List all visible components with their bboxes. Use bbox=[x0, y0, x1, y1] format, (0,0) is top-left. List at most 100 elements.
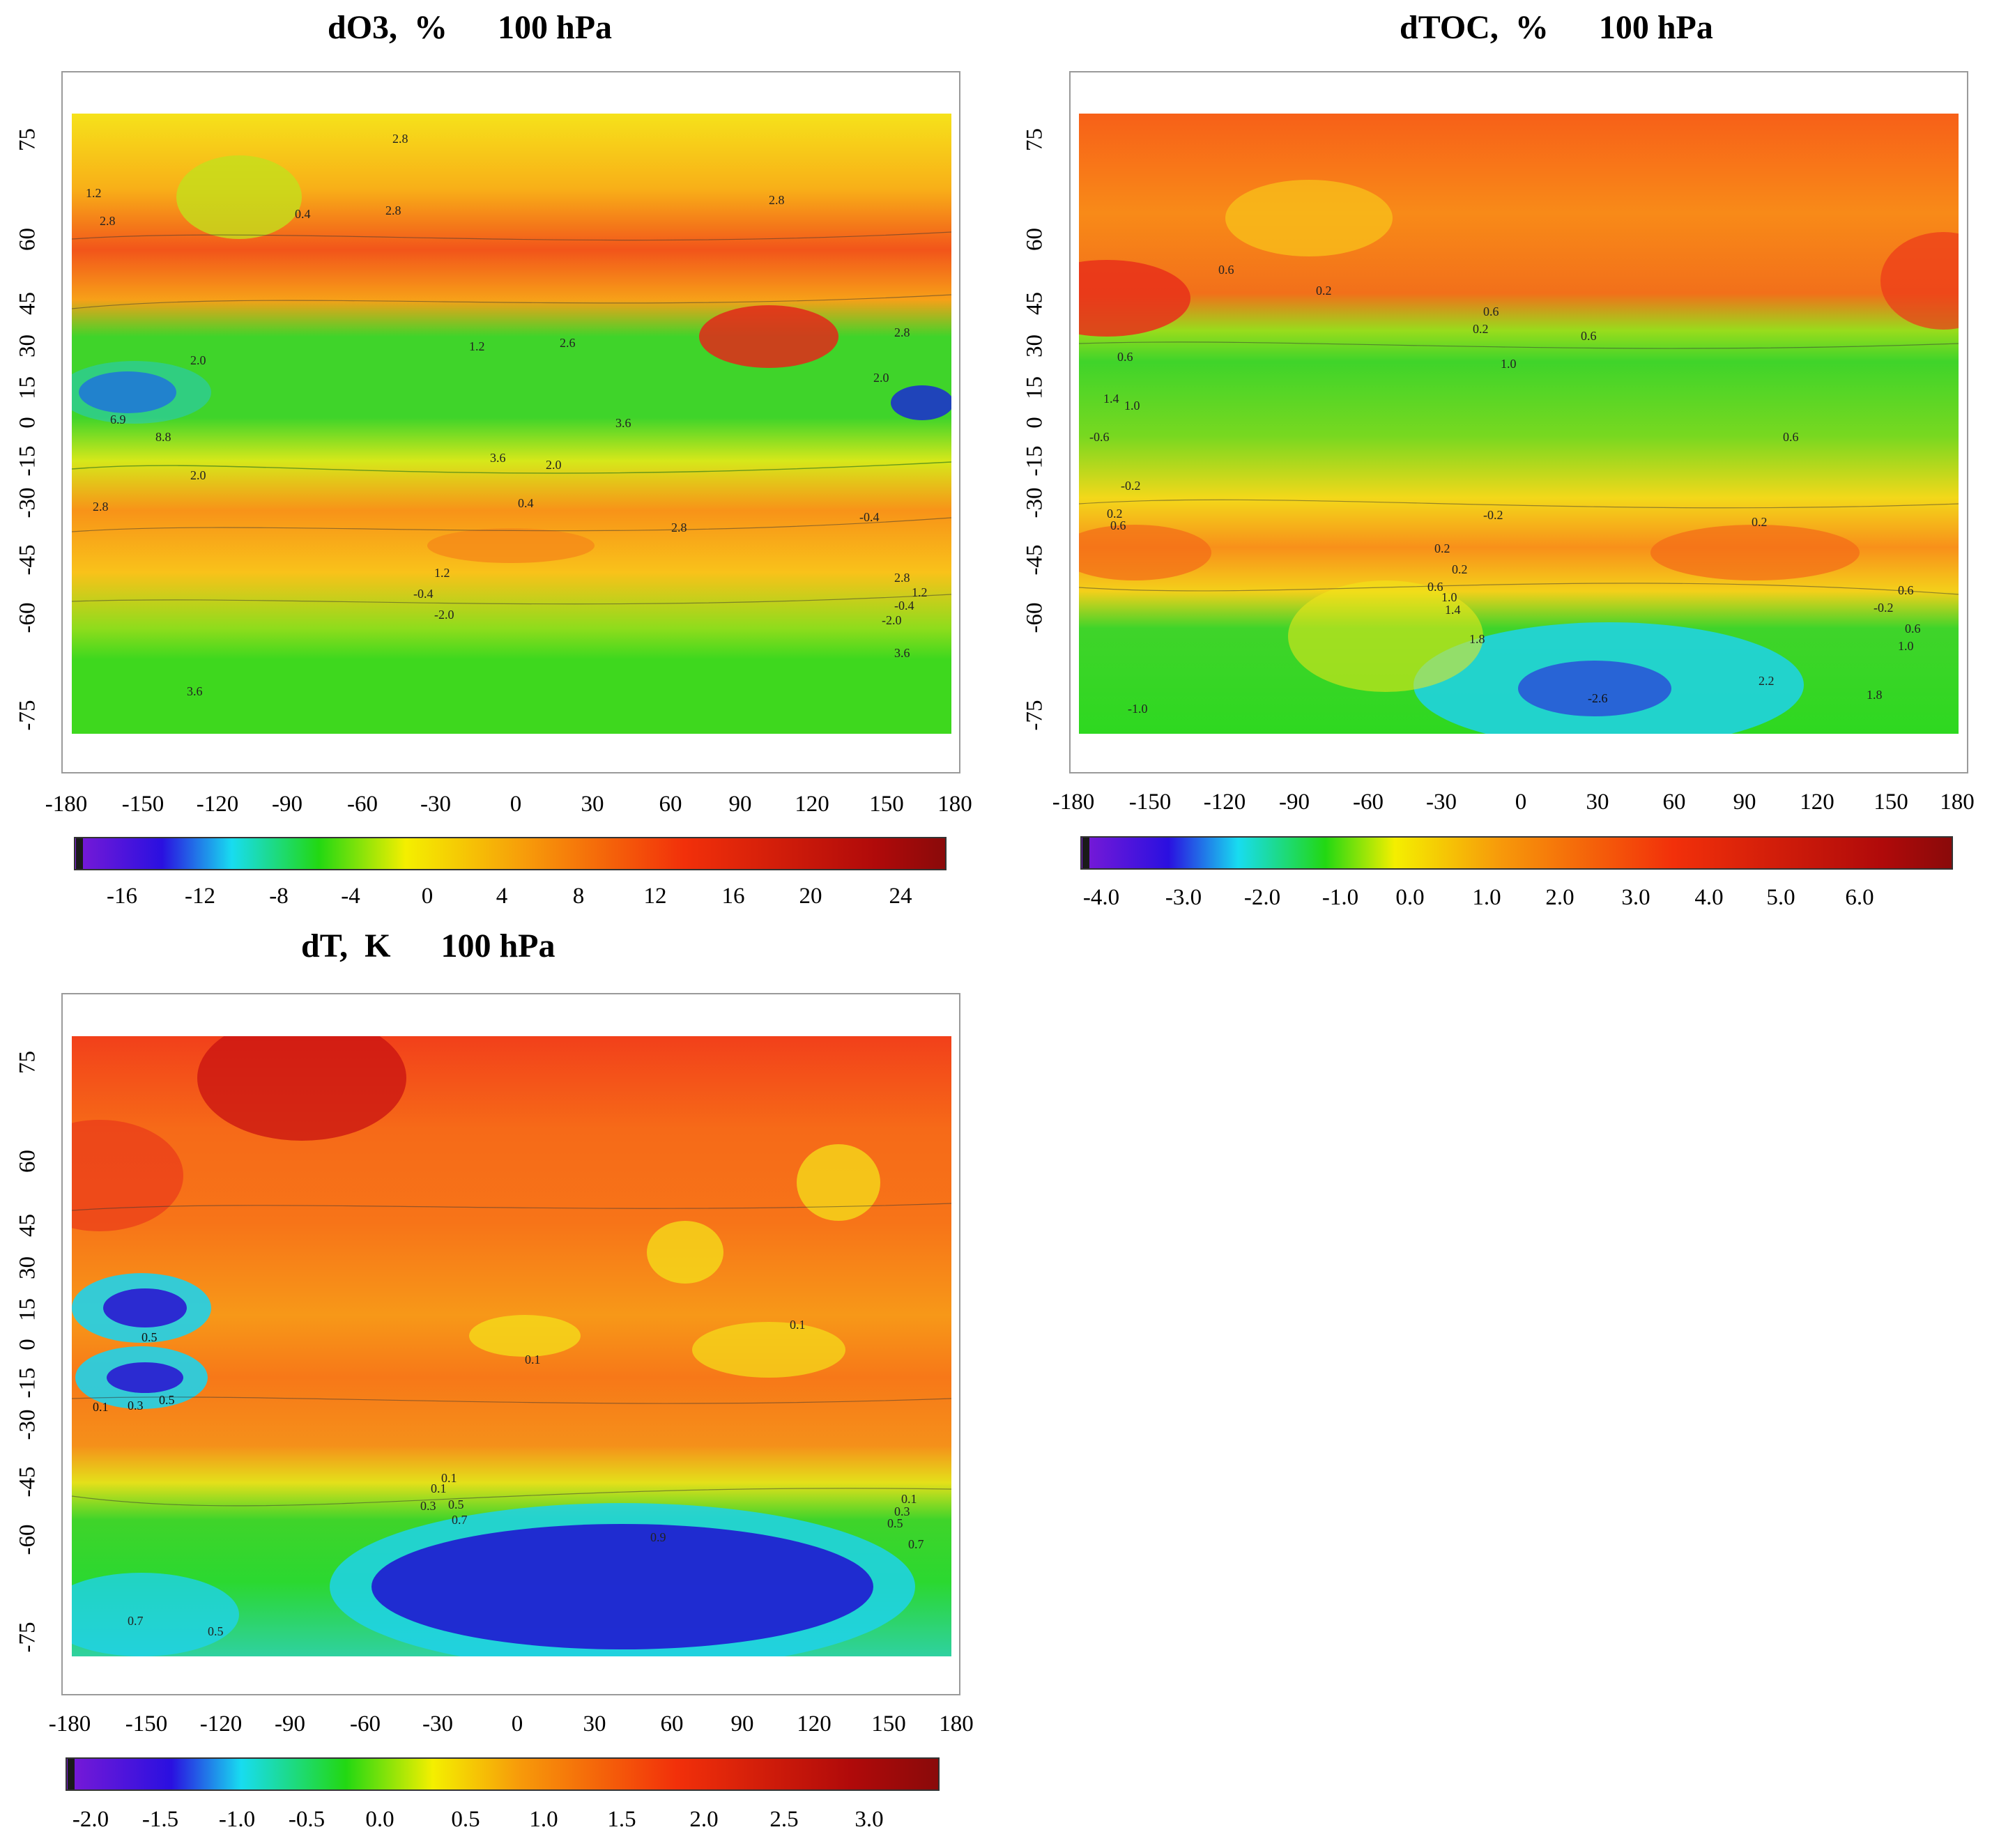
contour-label: 0.5 bbox=[887, 1516, 903, 1530]
colorbar-label: -2.0 bbox=[72, 1807, 109, 1832]
contour-label: 1.0 bbox=[1441, 590, 1457, 604]
x-tick: -120 bbox=[199, 1711, 243, 1737]
x-tick: -120 bbox=[1203, 790, 1246, 815]
y-tick: 60 bbox=[15, 228, 40, 251]
contour-label: 0.6 bbox=[1581, 329, 1597, 343]
colorbar-label: 20 bbox=[799, 884, 822, 909]
x-tick: 60 bbox=[1662, 790, 1686, 815]
x-tick: -150 bbox=[1128, 790, 1172, 815]
colorbar-label: 3.0 bbox=[1621, 885, 1650, 910]
colorbar-label: -1.0 bbox=[218, 1807, 256, 1832]
x-tick: 180 bbox=[1940, 790, 1975, 815]
x-tick: 30 bbox=[1586, 790, 1609, 815]
x-tick: 30 bbox=[583, 1711, 606, 1737]
colorbar-label: 2.5 bbox=[769, 1807, 799, 1832]
contour-label: -0.6 bbox=[1089, 430, 1110, 444]
colorbar-label: -8 bbox=[269, 884, 289, 909]
x-tick: 0 bbox=[511, 1711, 523, 1737]
contour-label: 2.0 bbox=[873, 371, 889, 385]
colorbar-label: -1.0 bbox=[1321, 885, 1359, 910]
contour-label: 2.8 bbox=[894, 571, 910, 585]
contour-label: 0.6 bbox=[1117, 350, 1133, 364]
y-tick: 75 bbox=[15, 1051, 40, 1074]
contour-label: 0.7 bbox=[452, 1513, 468, 1527]
contour-label: 3.6 bbox=[894, 646, 910, 660]
contour-label: 0.6 bbox=[1905, 622, 1921, 636]
contour-label: 0.6 bbox=[1218, 263, 1234, 277]
contour-label: 0.3 bbox=[420, 1499, 436, 1513]
contour-label: -0.4 bbox=[859, 510, 880, 524]
contour-label: -0.4 bbox=[413, 587, 434, 601]
x-tick: -60 bbox=[350, 1711, 381, 1737]
colorbar-label: -4.0 bbox=[1082, 885, 1120, 910]
colorbar-label: 0.5 bbox=[451, 1807, 480, 1832]
contour-label: -0.2 bbox=[1874, 601, 1894, 615]
contour-label: 1.0 bbox=[1501, 357, 1517, 371]
contour-label: -0.2 bbox=[1483, 508, 1503, 522]
x-tick: -180 bbox=[45, 792, 88, 817]
contour-label: 0.5 bbox=[159, 1393, 175, 1407]
contour-label: 2.8 bbox=[769, 193, 785, 207]
colorbar bbox=[1080, 836, 1953, 870]
colorbar-label: 0 bbox=[421, 884, 434, 909]
contour-label: 0.3 bbox=[894, 1504, 910, 1518]
contour-label: -1.0 bbox=[1128, 702, 1148, 716]
contour-label: 0.1 bbox=[441, 1471, 457, 1485]
contour-label: -2.0 bbox=[882, 613, 902, 627]
contour-label: 6.9 bbox=[110, 413, 126, 426]
contour-label: 0.6 bbox=[1483, 305, 1499, 318]
contour-label: -2.6 bbox=[1588, 691, 1608, 705]
contour-label: 0.2 bbox=[1434, 541, 1450, 555]
colorbar-label: 16 bbox=[721, 884, 745, 909]
x-tick: 90 bbox=[728, 792, 752, 817]
y-tick: -75 bbox=[15, 700, 40, 731]
x-tick: 150 bbox=[869, 792, 904, 817]
contour-label: 3.6 bbox=[615, 416, 631, 430]
contour-label: 1.4 bbox=[1103, 392, 1119, 406]
y-tick: -30 bbox=[1022, 487, 1048, 518]
colorbar bbox=[66, 1757, 940, 1791]
contour-label: 0.6 bbox=[1110, 518, 1126, 532]
contour-label: 2.0 bbox=[190, 353, 206, 367]
contour-label: 0.1 bbox=[431, 1481, 447, 1495]
contour-label: 0.1 bbox=[525, 1353, 541, 1366]
panel-title: dO3, % 100 hPa bbox=[328, 9, 613, 46]
contour-label: -0.4 bbox=[894, 599, 914, 613]
x-tick: -60 bbox=[1353, 790, 1384, 815]
colorbar-label: 24 bbox=[889, 884, 912, 909]
contour-label: 0.2 bbox=[1473, 322, 1489, 336]
x-tick: -30 bbox=[420, 792, 451, 817]
colorbar-label: 3.0 bbox=[855, 1807, 884, 1832]
x-tick: 30 bbox=[581, 792, 604, 817]
contour-label: 2.8 bbox=[894, 325, 910, 339]
colorbar-cap bbox=[76, 838, 83, 869]
colorbar-label: 0.0 bbox=[1395, 885, 1425, 910]
colorbar-label: 5.0 bbox=[1766, 885, 1795, 910]
contour-label: 1.8 bbox=[1469, 632, 1485, 646]
contour-label: 1.2 bbox=[912, 585, 928, 599]
colorbar-label: -4 bbox=[341, 884, 360, 909]
contour-label: 1.0 bbox=[1124, 399, 1140, 413]
x-tick: -120 bbox=[196, 792, 239, 817]
contour-label: 0.2 bbox=[1752, 515, 1768, 529]
colorbar-label: 8 bbox=[572, 884, 585, 909]
x-tick: 180 bbox=[937, 792, 972, 817]
contour-label: 0.6 bbox=[1898, 583, 1914, 597]
contour-label: 0.1 bbox=[93, 1400, 109, 1414]
contour-label: -2.0 bbox=[434, 608, 454, 622]
contour-label: 1.2 bbox=[434, 566, 450, 580]
contour-label: 0.5 bbox=[448, 1497, 464, 1511]
y-tick: 75 bbox=[1022, 128, 1048, 151]
x-tick: -90 bbox=[1279, 790, 1310, 815]
contour-label: 2.8 bbox=[392, 132, 408, 146]
colorbar-label: 1.0 bbox=[529, 1807, 558, 1832]
colorbar-label: 4 bbox=[496, 884, 508, 909]
colorbar-label: 2.0 bbox=[1545, 885, 1575, 910]
y-tick: -60 bbox=[15, 1524, 40, 1555]
x-tick: 90 bbox=[1733, 790, 1756, 815]
contour-label: 0.7 bbox=[128, 1614, 144, 1628]
x-tick: 180 bbox=[939, 1711, 974, 1737]
colorbar-label: -0.5 bbox=[288, 1807, 325, 1832]
contour-label: 1.0 bbox=[1898, 639, 1914, 653]
colorbar-label: 1.0 bbox=[1472, 885, 1501, 910]
